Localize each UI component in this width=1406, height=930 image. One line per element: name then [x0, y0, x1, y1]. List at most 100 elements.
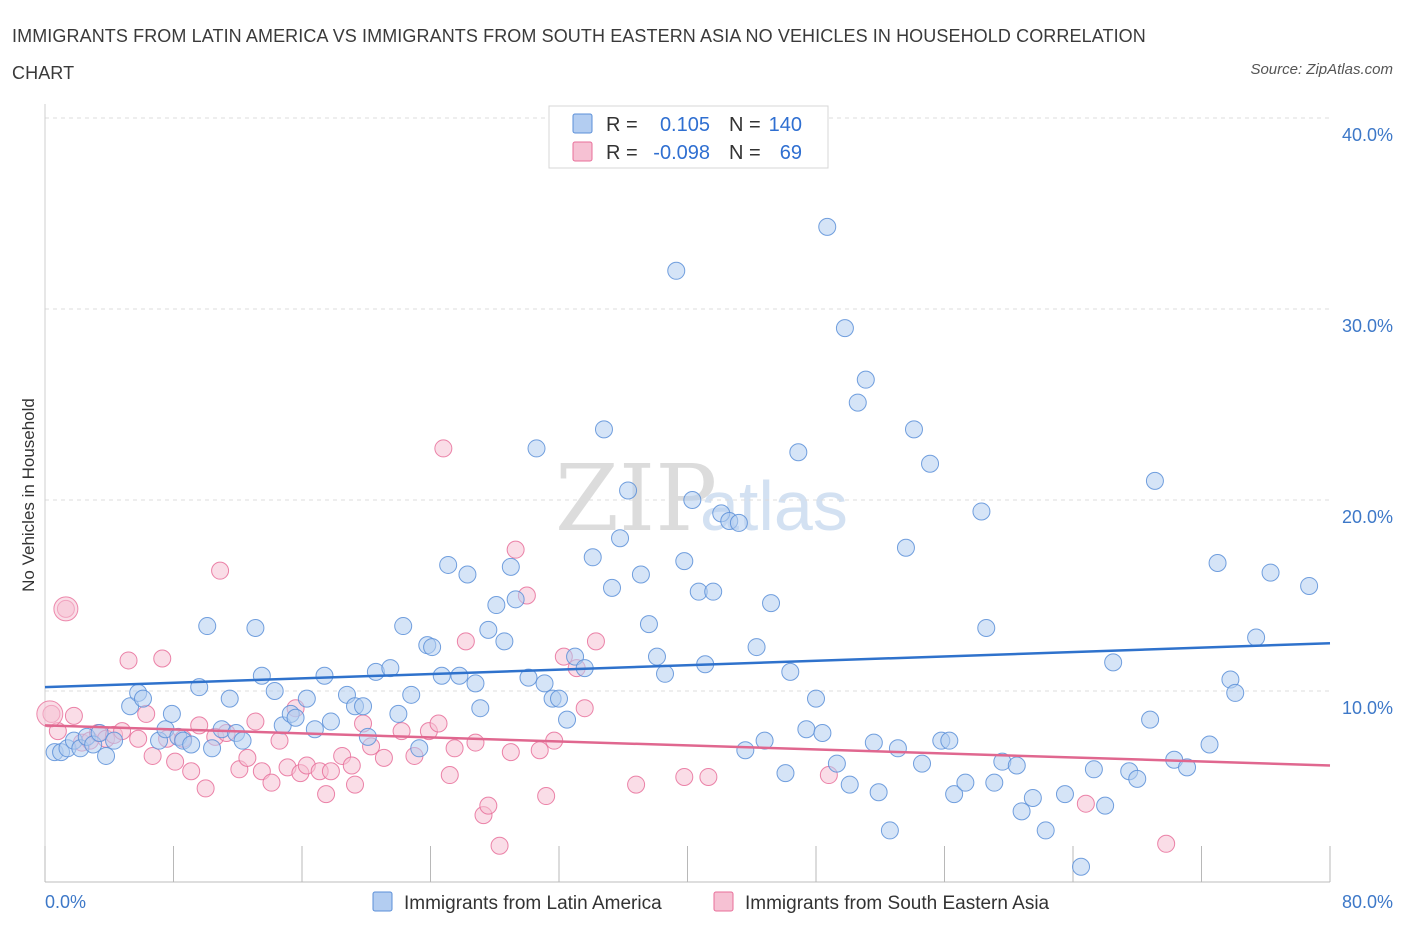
- data-point-blue: [781, 662, 800, 681]
- data-point-blue: [265, 682, 284, 700]
- chart-source: Source: ZipAtlas.com: [1250, 61, 1393, 78]
- legend-r-label: R =: [606, 114, 638, 136]
- x-tick-label: 0.0%: [45, 892, 86, 912]
- data-point-pink: [1076, 794, 1095, 813]
- data-point-blue: [1226, 683, 1245, 702]
- trend-line-pink: [44, 724, 1331, 767]
- data-point-blue: [656, 664, 675, 683]
- data-point-pink: [445, 739, 464, 758]
- watermark: ZIP atlas: [555, 445, 848, 552]
- data-point-pink: [675, 767, 694, 786]
- data-point-blue: [1055, 785, 1074, 804]
- data-point-blue: [471, 699, 490, 718]
- bottom-legend-label-pink: Immigrants from South Eastern Asia: [745, 893, 1050, 914]
- data-point-pink: [270, 731, 289, 750]
- data-point-blue: [945, 785, 964, 804]
- data-point-pink: [537, 787, 556, 806]
- data-point-blue: [410, 739, 429, 758]
- data-point-blue: [233, 731, 252, 750]
- data-point-pink: [699, 767, 718, 786]
- data-point-blue: [977, 618, 996, 637]
- data-point-pink: [53, 596, 79, 622]
- data-point-blue: [985, 773, 1004, 792]
- data-point-blue: [506, 590, 525, 609]
- data-point-pink: [586, 632, 605, 651]
- data-point-blue: [594, 420, 613, 439]
- data-point-blue: [558, 710, 577, 729]
- data-point-blue: [487, 596, 506, 615]
- data-point-blue: [797, 720, 816, 739]
- data-point-blue: [1208, 554, 1227, 573]
- data-point-blue: [1261, 563, 1280, 582]
- bottom-legend-swatch-blue: [372, 891, 393, 912]
- data-point-blue: [704, 582, 723, 601]
- data-point-pink: [317, 785, 336, 804]
- data-point-blue: [1072, 857, 1091, 876]
- grid: [45, 117, 1330, 692]
- data-point-blue: [807, 689, 825, 708]
- data-point-pink: [129, 729, 148, 748]
- data-point-blue: [566, 647, 585, 666]
- y-tick-label: 10.0%: [1342, 698, 1393, 718]
- data-point-blue: [1141, 710, 1160, 729]
- data-point-pink: [64, 706, 83, 725]
- data-point-blue: [466, 674, 485, 693]
- data-point-pink: [374, 748, 393, 767]
- data-point-blue: [162, 704, 181, 723]
- data-point-blue: [1247, 628, 1266, 647]
- data-point-blue: [90, 724, 109, 743]
- data-point-blue: [683, 491, 702, 509]
- data-point-blue: [527, 439, 546, 458]
- data-point-blue: [297, 689, 316, 708]
- data-point-blue: [1007, 756, 1026, 775]
- data-point-pink: [196, 779, 215, 798]
- data-point-blue: [896, 538, 915, 557]
- data-point-blue: [647, 647, 666, 666]
- data-point-pink: [1157, 834, 1176, 853]
- data-point-blue: [1104, 653, 1123, 672]
- legend-n-value: 69: [780, 142, 802, 164]
- data-point-blue: [220, 689, 239, 708]
- data-point-blue: [1084, 760, 1103, 779]
- data-point-blue: [827, 754, 846, 773]
- data-point-pink: [342, 756, 361, 775]
- data-point-pink: [211, 561, 230, 580]
- data-point-blue: [747, 638, 766, 657]
- y-tick-label: 30.0%: [1342, 316, 1393, 336]
- y-axis-label: No Vehicles in Household: [19, 398, 38, 592]
- data-point-blue: [619, 481, 638, 500]
- legend-n-label: N =: [729, 142, 761, 164]
- legend: R = 0.105 N = 140 R = -0.098 N = 69: [548, 105, 829, 169]
- data-point-blue: [755, 731, 774, 750]
- data-point-blue: [133, 689, 152, 708]
- trend-line-blue: [44, 642, 1331, 689]
- data-point-pink: [456, 632, 475, 651]
- data-point-blue: [856, 370, 875, 389]
- data-point-pink: [501, 743, 520, 762]
- data-point-pink: [143, 746, 162, 765]
- data-point-blue: [667, 261, 686, 280]
- legend-box: [548, 105, 829, 169]
- data-point-blue: [818, 217, 837, 236]
- data-point-pink: [530, 741, 549, 760]
- data-point-blue: [1145, 471, 1164, 490]
- bottom-legend-label-blue: Immigrants from Latin America: [404, 893, 662, 914]
- legend-r-label: R =: [606, 142, 638, 164]
- data-point-blue: [776, 764, 795, 783]
- data-point-blue: [921, 454, 940, 473]
- data-point-blue: [246, 618, 265, 637]
- y-tick-label: 20.0%: [1342, 507, 1393, 527]
- data-point-pink: [153, 649, 172, 668]
- x-tick-label: 80.0%: [1342, 892, 1393, 912]
- data-point-blue: [869, 783, 888, 802]
- data-point-blue: [432, 666, 451, 685]
- data-point-blue: [762, 594, 781, 613]
- data-point-blue: [789, 443, 808, 462]
- data-point-pink: [321, 762, 340, 781]
- data-point-blue: [1096, 796, 1115, 815]
- y-tick-labels: 10.0% 20.0% 30.0% 40.0%: [1342, 125, 1393, 718]
- series-blue-points: [45, 217, 1319, 876]
- data-point-pink: [506, 540, 525, 559]
- data-point-blue: [729, 513, 748, 532]
